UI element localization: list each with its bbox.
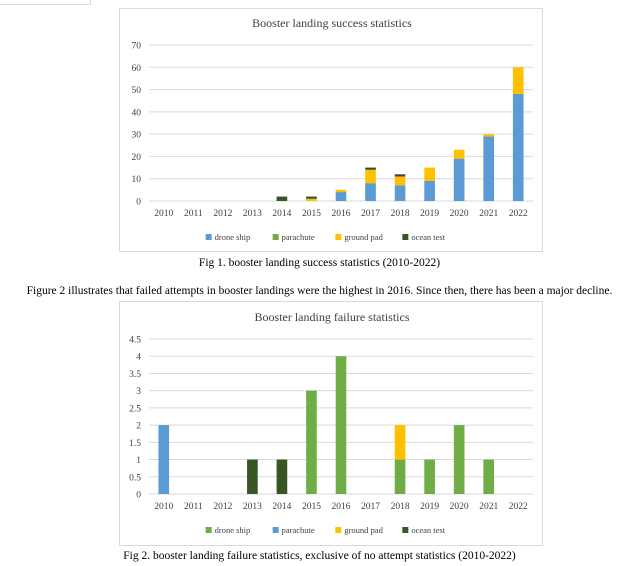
figure1-caption: Fig 1. booster landing success statistic… (198, 257, 441, 269)
x-tick-label: 2016 (332, 502, 351, 512)
bar-segment-drone-ship (483, 459, 495, 494)
bar-segment-parachute (158, 425, 170, 494)
y-tick-label: 1.5 (129, 439, 141, 449)
bar-segment-drone-ship (394, 185, 406, 201)
y-tick-label: 0.5 (129, 473, 141, 483)
y-tick-label: 60 (132, 64, 142, 74)
x-tick-label: 2018 (391, 502, 410, 512)
y-tick-label: 2.5 (129, 404, 141, 414)
legend-label: ocean test (411, 232, 445, 242)
x-tick-label: 2017 (361, 209, 380, 219)
y-tick-label: 10 (132, 175, 142, 185)
legend-label: drone ship (215, 525, 251, 535)
bar-segment-drone-ship (453, 425, 465, 494)
x-tick-label: 2014 (272, 209, 291, 219)
legend-swatch (272, 234, 279, 240)
x-tick-label: 2019 (420, 502, 439, 512)
bar-segment-drone-ship (424, 459, 435, 494)
x-tick-label: 2012 (213, 502, 232, 512)
bar-segment-ocean-test (306, 196, 317, 199)
legend-label: parachute (282, 525, 315, 535)
x-tick-label: 2020 (450, 502, 469, 512)
y-tick-label: 0 (136, 491, 141, 501)
bar-segment-ocean-test (394, 174, 406, 177)
y-tick-label: 3.5 (129, 370, 141, 380)
legend-label: ocean test (411, 525, 445, 535)
legend-swatch (402, 527, 409, 533)
y-tick-label: 40 (132, 108, 142, 118)
x-tick-label: 2016 (332, 209, 351, 219)
y-tick-label: 2 (136, 422, 141, 432)
legend-swatch (205, 527, 212, 533)
bar-segment-ground-pad (365, 169, 376, 184)
bar-segment-ocean-test (365, 167, 376, 170)
bar-segment-drone-ship (394, 459, 406, 494)
x-tick-label: 2014 (272, 502, 291, 512)
y-tick-label: 70 (132, 42, 142, 52)
bar-segment-ocean-test (247, 459, 258, 494)
x-tick-label: 2020 (450, 209, 469, 219)
x-tick-label: 2022 (509, 209, 528, 219)
bar-segment-drone-ship (453, 158, 465, 201)
bar-segment-drone-ship (512, 94, 524, 201)
bar-segment-drone-ship (424, 180, 435, 201)
figure2-caption: Fig 2. booster landing failure statistic… (123, 550, 516, 562)
x-tick-label: 2012 (213, 209, 232, 219)
failure-chart-svg: Booster landing failure statistics 0 0.5 1 1… (129, 310, 533, 535)
bar-segment-ground-pad (394, 425, 406, 460)
y-tick-label: 4 (136, 353, 141, 363)
failure-chart: Booster landing failure statistics 0 0.5 1 1… (119, 301, 543, 546)
x-tick-label: 2015 (302, 209, 321, 219)
bar-segment-drone-ship (306, 390, 317, 494)
legend-swatch (335, 234, 342, 240)
x-tick-label: 2022 (509, 502, 528, 512)
success-chart-svg: Booster landing success statistics 0 10 20 3… (132, 16, 533, 242)
y-tick-label: 20 (132, 153, 142, 163)
bar-segment-drone-ship (335, 356, 347, 494)
bar-segment-ground-pad (453, 149, 465, 159)
legend-label: ground pad (344, 232, 383, 242)
x-tick-label: 2010 (154, 209, 173, 219)
bar-segment-ground-pad (512, 67, 524, 95)
x-tick-label: 2015 (302, 502, 321, 512)
y-tick-label: 50 (132, 86, 142, 96)
body-paragraph: Figure 2 illustrates that failed attempt… (26, 285, 613, 297)
x-tick-label: 2013 (243, 502, 262, 512)
top-image-frame (0, 0, 91, 5)
bar-segment-ground-pad (483, 134, 495, 137)
chart-title: Booster landing failure statistics (255, 310, 410, 324)
legend-swatch (335, 527, 342, 533)
bar-segment-ground-pad (424, 167, 435, 181)
bar-segment-ground-pad (394, 176, 406, 186)
x-tick-label: 2018 (391, 209, 410, 219)
bar-segment-drone-ship (483, 136, 495, 201)
x-tick-label: 2021 (479, 209, 498, 219)
bar-segment-ground-pad (335, 189, 347, 193)
bar-segment-ocean-test (276, 196, 288, 201)
y-tick-label: 4.5 (129, 336, 141, 346)
x-tick-label: 2021 (479, 502, 498, 512)
legend-label: drone ship (215, 232, 251, 242)
legend-swatch (402, 234, 409, 240)
x-tick-label: 2019 (420, 209, 439, 219)
x-tick-label: 2011 (184, 209, 203, 219)
bar-segment-ocean-test (276, 459, 288, 494)
legend-swatch (205, 234, 212, 240)
bar-segment-drone-ship (335, 192, 347, 201)
y-tick-label: 1 (136, 456, 141, 466)
x-tick-label: 2013 (243, 209, 262, 219)
success-chart: Booster landing success statistics 0 10 20 3… (119, 8, 543, 252)
chart-title: Booster landing success statistics (252, 16, 412, 30)
y-tick-label: 0 (136, 198, 141, 208)
legend-swatch (272, 527, 279, 533)
x-tick-label: 2010 (154, 502, 173, 512)
bar-segment-drone-ship (365, 183, 376, 201)
y-tick-label: 3 (136, 387, 141, 397)
legend-label: parachute (282, 232, 315, 242)
bar-segment-ground-pad (306, 198, 317, 201)
x-tick-label: 2011 (184, 502, 203, 512)
x-tick-label: 2017 (361, 502, 380, 512)
y-tick-label: 30 (132, 131, 142, 141)
legend-label: ground pad (344, 525, 383, 535)
